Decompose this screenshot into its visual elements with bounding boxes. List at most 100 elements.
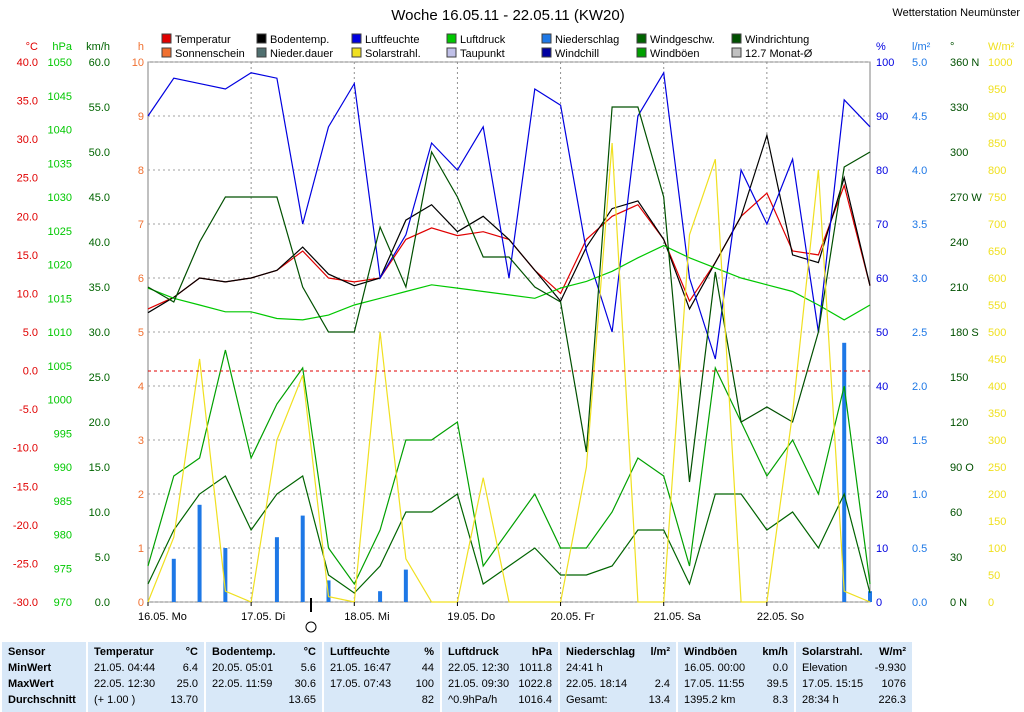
hum-unit-label: % [876, 41, 886, 53]
stats-value: 8.3 [772, 694, 788, 706]
dir-tick-label: 240 [950, 237, 968, 249]
series-line-solarstrahl- [147, 142, 871, 603]
rain-tick-label: 1.5 [912, 435, 927, 447]
solar-tick-label: 100 [988, 543, 1006, 555]
precipitation-bar [868, 591, 872, 602]
rain-tick-label: 3.0 [912, 273, 927, 285]
stats-value: 13.70 [170, 694, 198, 706]
axes: 40.035.030.025.020.015.010.05.00.0-5.0-1… [13, 41, 1015, 609]
press-tick-label: 975 [54, 563, 72, 575]
stats-title: Luftfeuchte [330, 646, 390, 658]
hum-tick-label: 10 [876, 543, 888, 555]
press-tick-label: 1010 [48, 327, 72, 339]
stats-label: (+ 1.00 ) [94, 694, 136, 706]
x-tick-label: 22.05. So [757, 611, 804, 623]
temp-tick-label: 10.0 [17, 288, 38, 300]
hours-tick-label: 9 [138, 111, 144, 123]
stats-panel: Solarstrahl. W/m² Elevation -9.930 17.05. 15… [796, 642, 912, 712]
press-tick-label: 995 [54, 428, 72, 440]
stats-label: MaxWert [8, 678, 54, 690]
stats-value: 0.0 [772, 662, 788, 674]
legend-label: Windböen [650, 48, 700, 60]
stats-row: 17.05. 15:15 1076 [802, 676, 906, 692]
temp-tick-label: -25.0 [13, 558, 38, 570]
legend-label: Luftfeuchte [365, 34, 419, 46]
stats-header: Temperatur °C [94, 644, 198, 660]
temp-tick-label: 5.0 [23, 327, 38, 339]
current-time-marker-icon[interactable] [305, 621, 317, 633]
dir-tick-label: 330 [950, 102, 968, 114]
hum-tick-label: 0 [876, 597, 882, 609]
press-tick-label: 1015 [48, 293, 72, 305]
solar-tick-label: 600 [988, 273, 1006, 285]
wind-tick-label: 60.0 [89, 57, 110, 69]
hours-tick-label: 1 [138, 543, 144, 555]
temp-tick-label: -15.0 [13, 481, 38, 493]
series-line-luftfeuchte [147, 70, 871, 360]
press-tick-label: 1035 [48, 158, 72, 170]
temp-tick-label: -10.0 [13, 443, 38, 455]
dir-tick-label: 300 [950, 147, 968, 159]
stats-row: 28:34 h 226.3 [802, 692, 906, 708]
series-line-windrichtung [147, 106, 871, 483]
hum-tick-label: 80 [876, 165, 888, 177]
dir-tick-label: 0 N [950, 597, 967, 609]
temp-unit-label: °C [26, 41, 38, 53]
precipitation-bar [326, 580, 331, 602]
legend-label: Windgeschw. [650, 34, 715, 46]
stats-label: Elevation [802, 662, 848, 674]
precipitation-bar [300, 515, 305, 602]
legend-swatch [636, 33, 647, 44]
stats-label: 28:34 h [802, 694, 839, 706]
solar-tick-label: 0 [988, 597, 994, 609]
stats-header: Niederschlag l/m² [566, 644, 670, 660]
stats-value: 5.6 [300, 662, 316, 674]
stats-value: 82 [421, 694, 434, 706]
legend-label: Windrichtung [745, 34, 809, 46]
x-tick-label: 21.05. Sa [654, 611, 702, 623]
stats-unit: km/h [762, 646, 788, 658]
hours-tick-label: 3 [138, 435, 144, 447]
press-tick-label: 1050 [48, 57, 72, 69]
stats-header: Solarstrahl. W/m² [802, 644, 906, 660]
stats-row: 24:41 h [566, 660, 670, 676]
solar-tick-label: 650 [988, 246, 1006, 258]
hours-unit-label: h [138, 41, 144, 53]
press-tick-label: 1000 [48, 395, 72, 407]
precipitation-bar [378, 591, 383, 602]
rain-unit-label: l/m² [912, 41, 931, 53]
solar-tick-label: 300 [988, 435, 1006, 447]
press-unit-label: hPa [52, 41, 72, 53]
dir-tick-label: 120 [950, 417, 968, 429]
dir-tick-label: 60 [950, 507, 962, 519]
stats-value: 226.3 [878, 694, 906, 706]
hum-tick-label: 100 [876, 57, 894, 69]
press-tick-label: 1040 [48, 125, 72, 137]
stats-value: 1011.8 [519, 662, 552, 674]
hum-tick-label: 50 [876, 327, 888, 339]
precipitation-bar [274, 537, 279, 602]
solar-tick-label: 150 [988, 516, 1006, 528]
stats-panel: Bodentemp. °C 20.05. 05:01 5.6 22.05. 11:59 3… [206, 642, 322, 712]
dir-tick-label: 150 [950, 372, 968, 384]
x-tick-label: 17.05. Di [241, 611, 285, 623]
stats-value: 13.4 [648, 694, 670, 706]
stats-label: 16.05. 00:00 [684, 662, 746, 674]
solar-tick-label: 550 [988, 300, 1006, 312]
stats-row: 22.05. 11:59 30.6 [212, 676, 316, 692]
hours-tick-label: 10 [132, 57, 144, 69]
press-tick-label: 1045 [48, 91, 72, 103]
legend-swatch [161, 47, 172, 58]
rain-tick-label: 2.5 [912, 327, 927, 339]
stats-row: MinWert [8, 660, 80, 676]
stats-row: 21.05. 09:30 1022.8 [448, 676, 552, 692]
legend-label: 12.7 Monat-Ø [745, 48, 813, 60]
hum-tick-label: 60 [876, 273, 888, 285]
stats-label: 17.05. 15:15 [802, 678, 864, 690]
precipitation-bar [223, 548, 228, 602]
wind-tick-label: 30.0 [89, 327, 110, 339]
rain-tick-label: 1.0 [912, 489, 927, 501]
solar-tick-label: 900 [988, 111, 1006, 123]
legend-swatch [161, 33, 172, 44]
wind-tick-label: 25.0 [89, 372, 110, 384]
